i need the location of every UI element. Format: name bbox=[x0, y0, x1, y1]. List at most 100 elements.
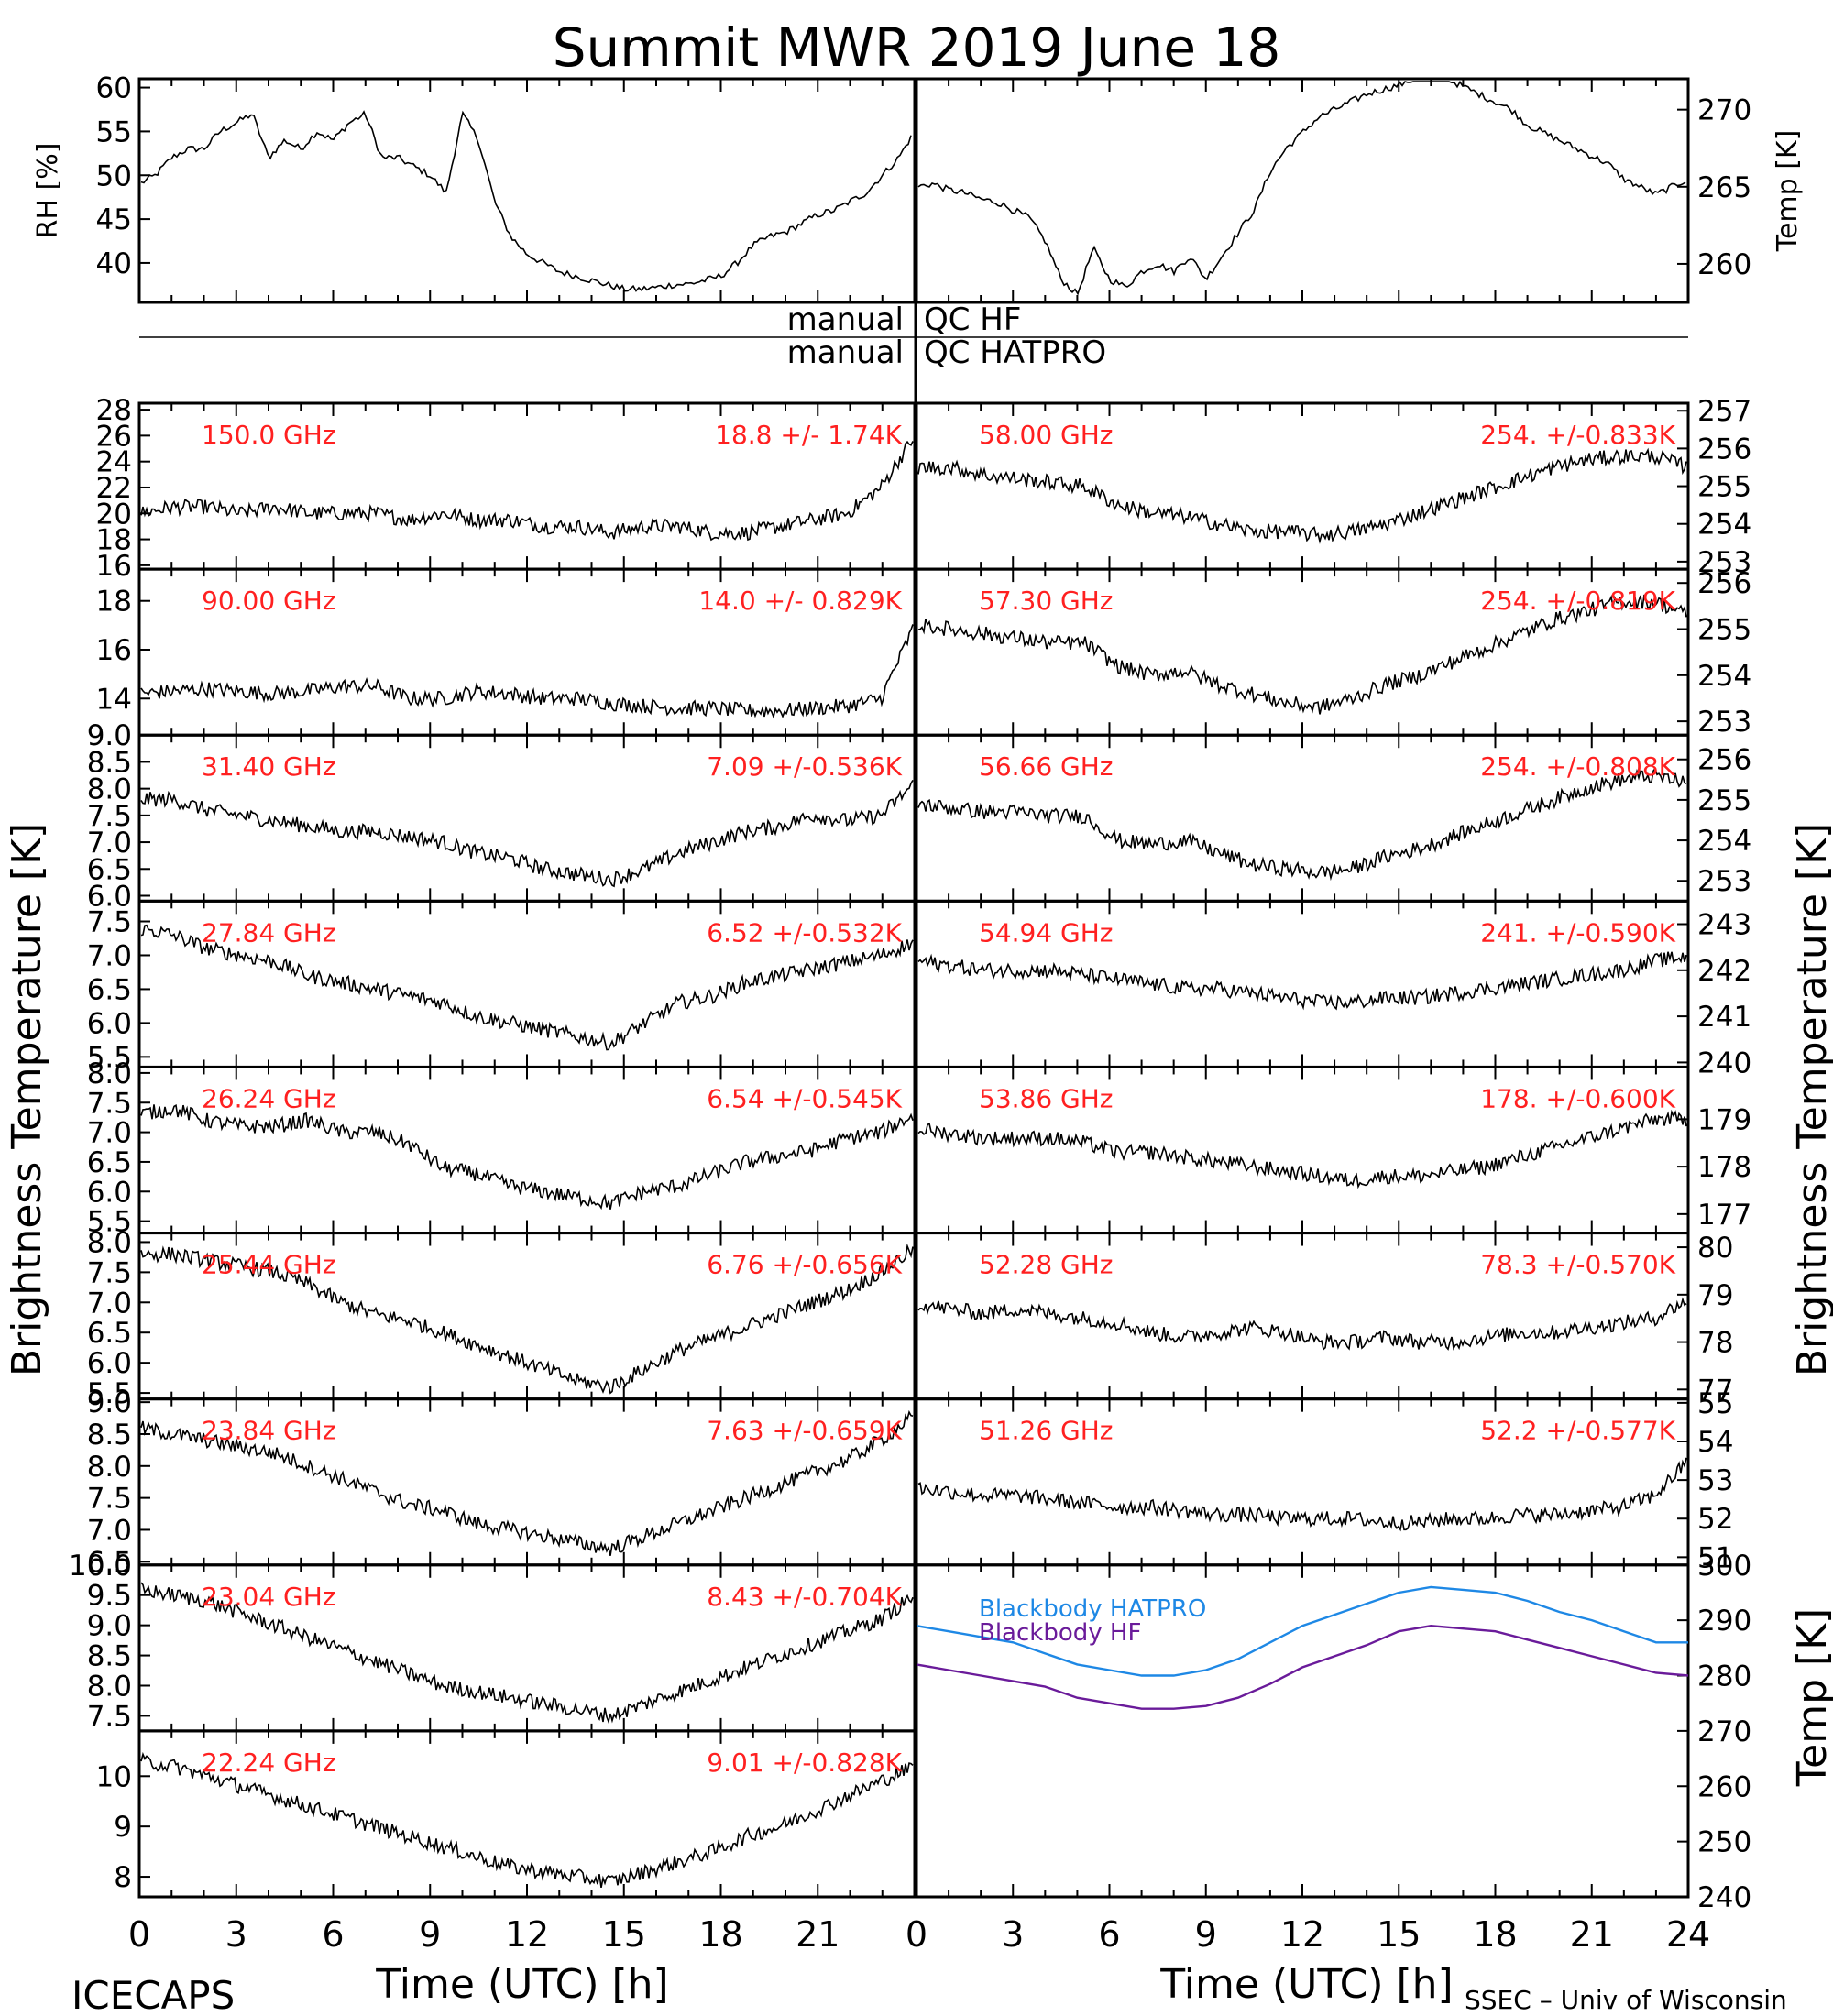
left-channel-0-ytick-label: 20 bbox=[96, 498, 132, 531]
left-channel-2-ytick-label: 8.5 bbox=[87, 746, 132, 779]
right-channel-0-trace bbox=[917, 447, 1687, 544]
left-channel-0-ytick-label: 28 bbox=[96, 394, 132, 427]
left-side-label: Brightness Temperature [K] bbox=[4, 823, 50, 1376]
left-channel-3-ytick-label: 5.5 bbox=[87, 1041, 132, 1074]
blackbody-panel-ytick-label: 290 bbox=[1697, 1605, 1751, 1638]
x-tick-label-right: 21 bbox=[1570, 1914, 1614, 1955]
left-channel-6-ytick-label: 8.0 bbox=[87, 1451, 132, 1484]
right-channel-2-ytick-label: 256 bbox=[1697, 744, 1751, 777]
x-tick-label-left: 9 bbox=[419, 1914, 441, 1955]
left-channel-2-frequency: 31.40 GHz bbox=[202, 751, 336, 782]
blackbody-legend-0: Blackbody HATPRO bbox=[979, 1595, 1206, 1623]
qc-row2-left: manual bbox=[787, 334, 904, 371]
blackbody-legend-1: Blackbody HF bbox=[979, 1619, 1141, 1647]
right-channel-1-statistics: 254. +/-0.819K bbox=[1480, 586, 1675, 616]
left-channel-5-trace bbox=[140, 1243, 914, 1395]
left-channel-5-ytick-label: 7.5 bbox=[87, 1256, 132, 1289]
left-channel-1-panel: 14 16 18 90.00 GHz 14.0 +/- 0.829K bbox=[96, 567, 916, 737]
left-channel-2-ytick-label: 9.0 bbox=[87, 719, 132, 752]
right-channel-2-ytick-label: 255 bbox=[1697, 784, 1751, 817]
left-channel-6-frequency: 23.84 GHz bbox=[202, 1416, 336, 1446]
right-channel-1-frequency: 57.30 GHz bbox=[979, 586, 1114, 616]
left-channel-8-ytick-label: 9 bbox=[114, 1811, 132, 1844]
left-channel-5-ytick-label: 7.0 bbox=[87, 1287, 132, 1320]
left-channel-0-statistics: 18.8 +/- 1.74K bbox=[715, 420, 902, 450]
left-channel-6-trace bbox=[140, 1409, 914, 1556]
left-channel-0-ytick-label: 16 bbox=[96, 550, 132, 583]
left-channel-7-ytick-label: 8.0 bbox=[87, 1670, 132, 1703]
right-channel-4-ytick-label: 177 bbox=[1697, 1199, 1751, 1232]
right-side-label: Brightness Temperature [K] bbox=[1789, 823, 1833, 1376]
right-channel-6-ytick-label: 54 bbox=[1697, 1426, 1733, 1459]
right-channel-5-statistics: 78.3 +/-0.570K bbox=[1480, 1250, 1675, 1280]
left-channel-7-ytick-label: 8.5 bbox=[87, 1640, 132, 1673]
right-channel-3-panel: 240 241 242 243 54.94 GHz 241. +/-0.590K bbox=[915, 899, 1751, 1079]
rh-panel-ytick-label: 45 bbox=[96, 203, 132, 236]
temp-panel-trace bbox=[917, 80, 1686, 296]
left-channel-1-ytick-label: 14 bbox=[96, 683, 132, 716]
footer-right-label: SSEC – Univ of Wisconsin bbox=[1465, 1985, 1787, 2015]
x-tick-label-right: 15 bbox=[1377, 1914, 1421, 1955]
left-channel-3-ytick-label: 6.5 bbox=[87, 973, 132, 1006]
left-channel-0-ytick-label: 18 bbox=[96, 524, 132, 557]
left-channel-5-ytick-label: 5.5 bbox=[87, 1377, 132, 1410]
left-channel-0-ytick-label: 24 bbox=[96, 446, 132, 479]
right-channel-3-ytick-label: 240 bbox=[1697, 1046, 1751, 1079]
x-tick-label-left: 6 bbox=[322, 1914, 344, 1955]
right-channel-5-ytick-label: 78 bbox=[1697, 1327, 1733, 1360]
right-channel-6-statistics: 52.2 +/-0.577K bbox=[1480, 1416, 1675, 1446]
right-channel-2-panel: 253 254 255 256 56.66 GHz 254. +/-0.808K bbox=[915, 733, 1751, 903]
left-channel-7-statistics: 8.43 +/-0.704K bbox=[707, 1582, 902, 1612]
left-channel-5-ytick-label: 6.0 bbox=[87, 1347, 132, 1380]
right-channel-1-ytick-label: 254 bbox=[1697, 660, 1751, 693]
x-tick-label-right: 0 bbox=[906, 1914, 927, 1955]
left-channel-6-statistics: 7.63 +/-0.659K bbox=[707, 1416, 902, 1446]
left-channel-6-ytick-label: 9.0 bbox=[87, 1386, 132, 1419]
x-tick-label-left: 0 bbox=[128, 1914, 150, 1955]
right-channel-0-frequency: 58.00 GHz bbox=[979, 420, 1114, 450]
left-channel-0-ytick-label: 22 bbox=[96, 472, 132, 505]
right-channel-5-ytick-label: 80 bbox=[1697, 1232, 1733, 1265]
left-channel-6-panel: 6.57.07.58.08.59.0 23.84 GHz 7.63 +/-0.659… bbox=[87, 1386, 916, 1579]
left-channel-7-ytick-label: 9.0 bbox=[87, 1610, 132, 1643]
met-panels: 40 45 50 55 60 RH [%] 260 265 270 Temp [K] bbox=[32, 72, 1804, 304]
right-channel-0-panel: 253 254 255 256 257 58.00 GHz 254. +/-0.833K bbox=[915, 395, 1751, 579]
rh-panel-frame bbox=[137, 77, 916, 304]
left-channel-7-ytick-label: 10.0 bbox=[69, 1550, 132, 1583]
temp-panel-ytick-label: 265 bbox=[1697, 171, 1751, 204]
left-channel-4-ytick-label: 5.5 bbox=[87, 1206, 132, 1239]
left-channel-5-statistics: 6.76 +/-0.656K bbox=[707, 1250, 902, 1280]
right-channel-1-panel: 253 254 255 256 57.30 GHz 254. +/-0.819K bbox=[915, 567, 1751, 739]
rh-panel-ytick-label: 55 bbox=[96, 115, 132, 148]
blackbody-panel: 240 250 260 270 280 290 300 Blackbody HATPROBla… bbox=[915, 1550, 1751, 1914]
x-tick-label-right: 24 bbox=[1666, 1914, 1710, 1955]
left-channel-6-ytick-label: 6.5 bbox=[87, 1546, 132, 1579]
right-channel-0-statistics: 254. +/-0.833K bbox=[1480, 420, 1675, 450]
right-channel-3-trace bbox=[917, 951, 1687, 1011]
right-channel-0-ytick-label: 257 bbox=[1697, 395, 1751, 428]
left-channel-4-ytick-label: 7.0 bbox=[87, 1117, 132, 1150]
temp-panel: 260 265 270 Temp [K] bbox=[915, 77, 1804, 304]
x-tick-label-right: 9 bbox=[1195, 1914, 1217, 1955]
left-channel-7-trace bbox=[140, 1582, 914, 1725]
right-channel-0-ytick-label: 256 bbox=[1697, 433, 1751, 466]
blackbody-panel-ytick-label: 270 bbox=[1697, 1715, 1751, 1748]
rh-panel-trace bbox=[140, 110, 912, 292]
left-channel-3-ytick-label: 7.5 bbox=[87, 906, 132, 939]
left-channel-2-statistics: 7.09 +/-0.536K bbox=[707, 751, 902, 782]
left-channel-0-ytick-label: 26 bbox=[96, 420, 132, 453]
left-channel-1-ytick-label: 16 bbox=[96, 634, 132, 667]
left-channel-4-panel: 5.56.06.57.07.58.0 26.24 GHz 6.54 +/-0.545… bbox=[87, 1057, 916, 1239]
left-channel-4-ytick-label: 6.5 bbox=[87, 1146, 132, 1179]
blackbody-panel-ytick-label: 250 bbox=[1697, 1826, 1751, 1859]
left-channel-0-frequency: 150.0 GHz bbox=[202, 420, 336, 450]
right-channel-5-trace bbox=[917, 1297, 1687, 1351]
left-channel-6-ytick-label: 7.5 bbox=[87, 1483, 132, 1516]
left-channel-3-ytick-label: 7.0 bbox=[87, 939, 132, 972]
blackbody-panel-ytick-label: 300 bbox=[1697, 1550, 1751, 1583]
left-channel-8-statistics: 9.01 +/-0.828K bbox=[707, 1748, 902, 1778]
right-channel-4-ytick-label: 179 bbox=[1697, 1103, 1751, 1136]
right-channel-0-ytick-label: 255 bbox=[1697, 471, 1751, 504]
left-channel-4-ytick-label: 7.5 bbox=[87, 1087, 132, 1120]
